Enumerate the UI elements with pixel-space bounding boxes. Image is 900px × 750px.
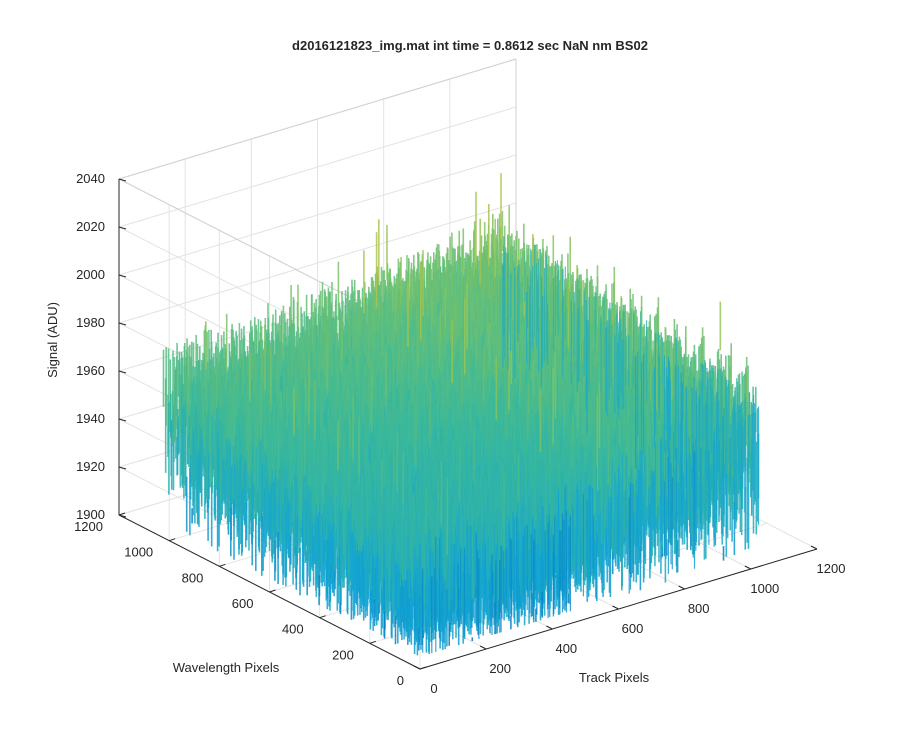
surface-mesh [162, 173, 760, 656]
back-wall-grid-line [118, 106, 517, 228]
back-wall-grid-line [118, 154, 517, 276]
box-edge [118, 58, 517, 180]
chart-title: d2016121823_img.mat int time = 0.8612 se… [292, 38, 648, 53]
back-wall-grid-line [118, 202, 517, 324]
